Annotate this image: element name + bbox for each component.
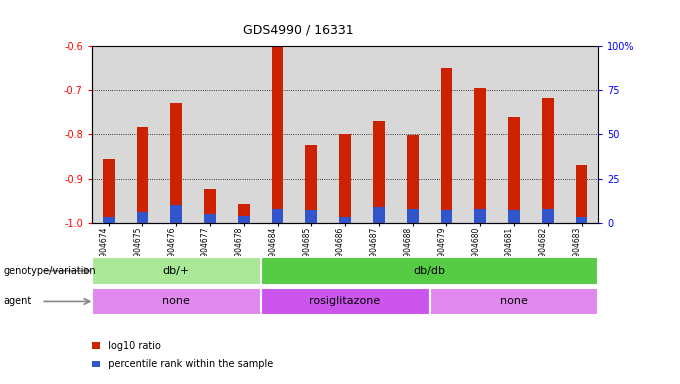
Text: genotype/variation: genotype/variation: [3, 266, 96, 276]
Bar: [137, 212, 148, 223]
Text: none: none: [500, 296, 528, 306]
Bar: [508, 210, 520, 223]
Bar: [260, 288, 430, 315]
Text: db/+: db/+: [163, 266, 190, 276]
Bar: [204, 189, 216, 223]
Bar: [238, 216, 250, 223]
Bar: [575, 166, 588, 223]
Bar: [92, 288, 260, 315]
Bar: [441, 210, 452, 223]
Bar: [159, 46, 193, 223]
Bar: [542, 209, 554, 223]
Bar: [103, 217, 115, 223]
Text: log10 ratio: log10 ratio: [101, 341, 160, 351]
Bar: [373, 121, 385, 223]
Bar: [126, 46, 159, 223]
Bar: [92, 46, 126, 223]
Bar: [328, 46, 362, 223]
Bar: [92, 257, 260, 285]
Bar: [103, 159, 115, 223]
Bar: [474, 209, 486, 223]
Bar: [238, 204, 250, 223]
Bar: [373, 207, 385, 223]
Bar: [474, 88, 486, 223]
Bar: [260, 257, 598, 285]
Bar: [564, 46, 598, 223]
Bar: [170, 103, 182, 223]
Text: db/db: db/db: [413, 266, 445, 276]
Bar: [575, 217, 588, 223]
Text: percentile rank within the sample: percentile rank within the sample: [101, 359, 273, 369]
Bar: [305, 144, 318, 223]
Bar: [193, 46, 227, 223]
Bar: [407, 135, 419, 223]
Bar: [227, 46, 260, 223]
Bar: [463, 46, 497, 223]
Text: agent: agent: [3, 296, 32, 306]
Bar: [542, 98, 554, 223]
Bar: [294, 46, 328, 223]
Bar: [362, 46, 396, 223]
Bar: [271, 47, 284, 223]
Bar: [508, 117, 520, 223]
Bar: [339, 217, 351, 223]
Bar: [271, 209, 284, 223]
Bar: [396, 46, 430, 223]
Bar: [137, 127, 148, 223]
Bar: [339, 134, 351, 223]
Bar: [204, 214, 216, 223]
Bar: [407, 209, 419, 223]
Bar: [531, 46, 564, 223]
Text: none: none: [163, 296, 190, 306]
Text: GDS4990 / 16331: GDS4990 / 16331: [243, 23, 354, 36]
Bar: [430, 46, 463, 223]
Text: rosiglitazone: rosiglitazone: [309, 296, 381, 306]
Bar: [170, 205, 182, 223]
Bar: [430, 288, 598, 315]
Bar: [305, 210, 318, 223]
Bar: [441, 68, 452, 223]
Bar: [497, 46, 531, 223]
Bar: [260, 46, 294, 223]
